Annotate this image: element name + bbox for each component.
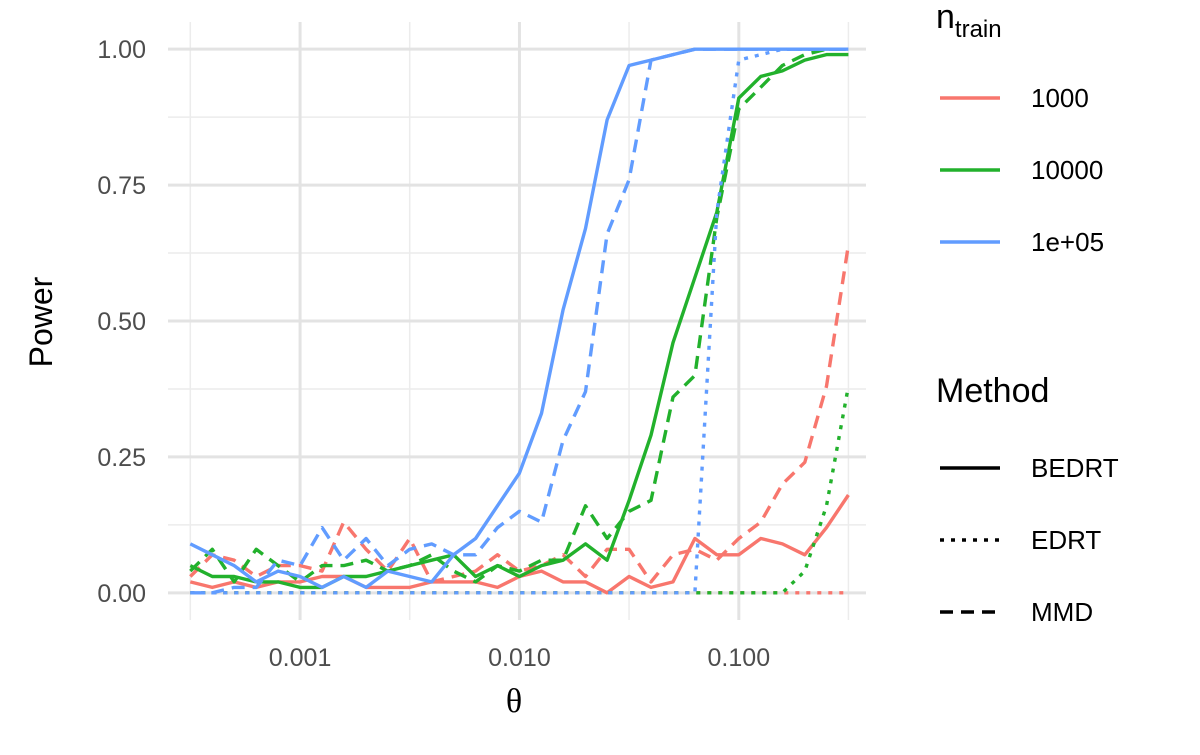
y-tick-label-4: 1.00 <box>97 36 146 64</box>
y-tick-label-0: 0.00 <box>97 580 146 608</box>
x-tick-label-0: 0.001 <box>269 644 332 672</box>
series-line-10000-mmd <box>189 47 849 584</box>
legend-color-label-1: 10000 <box>1031 155 1103 185</box>
series-line-10000-bedrt <box>189 52 849 590</box>
series-line-1000-mmd <box>189 244 851 584</box>
legend-color-title: ntrain <box>936 0 1002 43</box>
legend-color-title-main: n <box>936 0 955 36</box>
legend-linetype-label-2: MMD <box>1031 597 1093 627</box>
legend-color-entries: 1000 10000 1e+05 <box>940 83 1104 257</box>
y-tick-label-1: 0.25 <box>97 444 146 472</box>
legend-color-label-0: 1000 <box>1031 83 1089 113</box>
y-tick-label-2: 0.50 <box>97 308 146 336</box>
series-lines <box>189 47 851 595</box>
minor-gridlines <box>168 22 866 620</box>
major-gridlines <box>168 22 866 620</box>
legend-color-title-sub: train <box>955 16 1002 43</box>
legend-linetype-title: Method <box>936 372 1049 410</box>
y-tick-label-3: 0.75 <box>97 172 146 200</box>
x-tick-label-1: 0.010 <box>488 644 551 672</box>
y-tick-labels: 0.00 0.25 0.50 0.75 1.00 <box>97 36 146 608</box>
series-line-1e+05-mmd <box>190 47 849 595</box>
x-tick-labels: 0.001 0.010 0.100 <box>269 644 770 672</box>
x-tick-label-2: 0.100 <box>708 644 771 672</box>
legend-color-label-2: 1e+05 <box>1031 227 1104 257</box>
legend-linetype-entries: BEDRT EDRT MMD <box>940 453 1119 627</box>
x-axis-title: θ <box>506 683 522 720</box>
series-line-1e+05-bedrt <box>189 47 849 590</box>
legend-linetype-label-0: BEDRT <box>1031 453 1119 483</box>
legend-linetype-label-1: EDRT <box>1031 525 1101 555</box>
legend: ntrain 1000 10000 1e+05 Method BEDRT EDRT MM… <box>936 0 1119 627</box>
y-axis-title: Power <box>23 276 59 367</box>
